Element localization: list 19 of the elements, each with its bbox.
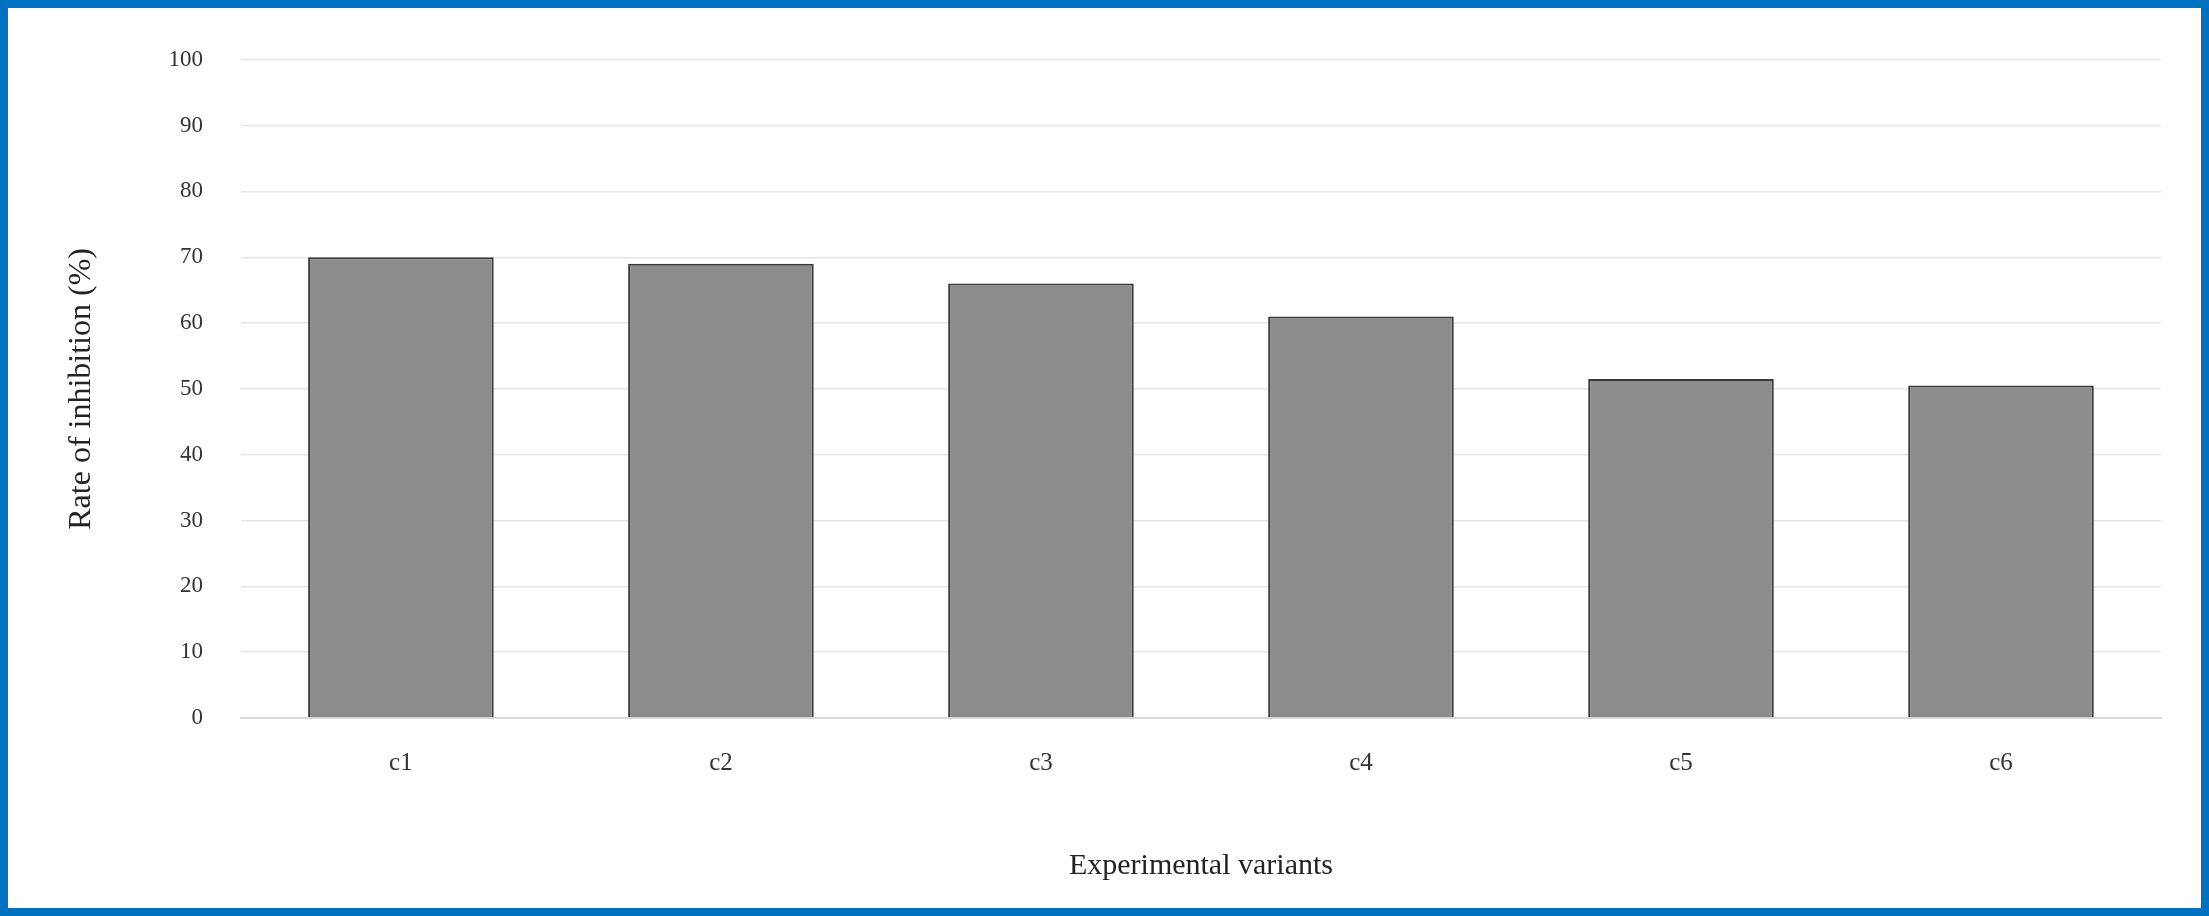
y-tick-label: 100 — [168, 45, 203, 71]
x-tick-label: c5 — [1669, 747, 1693, 775]
y-tick-label: 0 — [191, 704, 203, 730]
y-tick-label: 90 — [179, 111, 203, 137]
x-axis-title: Experimental variants — [1068, 846, 1333, 880]
x-tick-label: c3 — [1029, 747, 1053, 775]
y-tick-label: 20 — [179, 572, 203, 598]
x-tick-label: c1 — [389, 747, 413, 775]
y-tick-label: 80 — [179, 177, 203, 203]
y-tick-label: 70 — [179, 243, 203, 269]
y-tick-label: 60 — [179, 309, 203, 335]
y-tick-label: 40 — [179, 440, 203, 466]
y-tick-label: 10 — [179, 638, 203, 664]
x-tick-label: c6 — [1989, 747, 2013, 775]
x-tick-label: c4 — [1349, 747, 1374, 775]
x-tick-label: c2 — [709, 747, 733, 775]
y-tick-label: 30 — [179, 506, 203, 532]
y-tick-label: 50 — [179, 374, 203, 400]
y-axis-title: Rate of inhibition (%) — [60, 248, 97, 530]
